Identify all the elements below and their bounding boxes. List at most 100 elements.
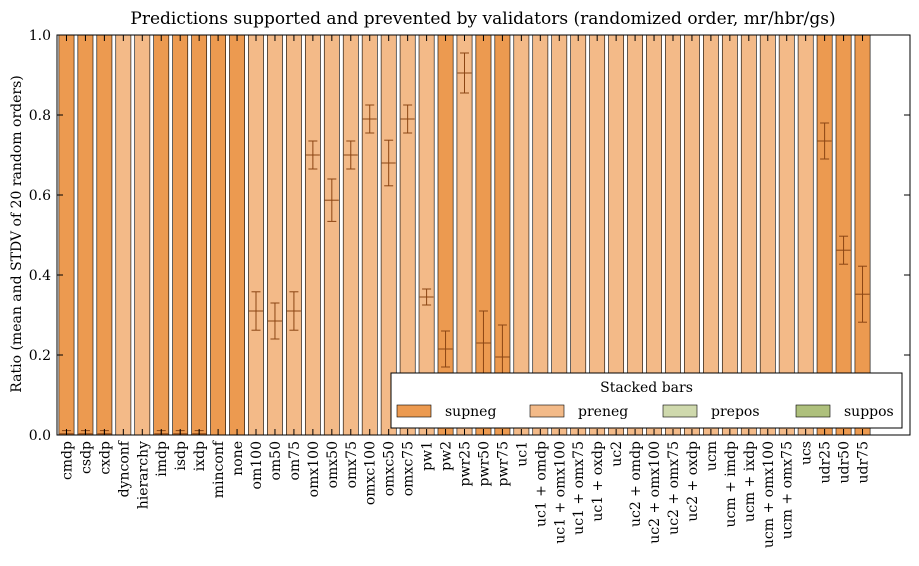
x-tick-label: omxc75 — [401, 441, 417, 496]
x-tick-label: cxdp — [97, 441, 113, 475]
x-tick-label: udr75 — [856, 441, 872, 484]
y-axis-label: Ratio (mean and STDV of 20 random orders… — [9, 75, 25, 392]
y-tick-label: 1.0 — [29, 28, 51, 44]
x-tick-label: csdp — [78, 441, 94, 474]
legend-swatch — [795, 404, 831, 418]
bar-supneg-7 — [191, 34, 208, 436]
x-tick-label: minconf — [211, 439, 227, 498]
error-bar-17 — [381, 139, 396, 187]
bar-preneg-4 — [134, 34, 151, 436]
bars-layer — [58, 34, 871, 436]
x-tick-label: om75 — [287, 441, 303, 481]
x-tick-label: none — [230, 441, 246, 476]
x-tick-label: omx75 — [344, 441, 360, 488]
x-tick-label: pwr75 — [495, 441, 511, 486]
axes-layer: 0.0 0.2 0.4 0.6 0.8 1.0 cmdp csdp cxdp dynconf hie… — [29, 28, 911, 548]
bar-preneg-16 — [361, 34, 378, 436]
y-tick-label: 0.4 — [29, 268, 51, 284]
bar-supneg-6 — [172, 34, 189, 436]
error-bar-42 — [855, 265, 870, 323]
legend-entry-prepos: prepos — [662, 404, 760, 420]
x-tick-label: dynconf — [116, 439, 132, 497]
error-bar-41 — [836, 235, 851, 265]
x-tick-label: isdp — [173, 441, 189, 471]
bar-preneg-14 — [323, 34, 340, 436]
legend-entry-suppos: suppos — [795, 404, 894, 420]
error-bar-21 — [457, 52, 472, 94]
legend-swatch — [662, 404, 698, 418]
x-tick-label: udr50 — [837, 441, 853, 484]
x-tick-label: pwr50 — [476, 441, 492, 486]
y-tick-label: 0.0 — [29, 428, 51, 444]
bar-supneg-9 — [229, 34, 245, 436]
x-tick-label: uc2 + omx100 — [647, 441, 663, 544]
x-tick-label: ucm + omx100 — [761, 441, 777, 548]
x-tick-label: uc1 — [514, 441, 530, 467]
error-bar-15 — [343, 140, 358, 170]
x-tick-label: hierarchy — [135, 441, 151, 509]
bar-preneg-11 — [267, 34, 283, 436]
x-tick-label: uc2 + omx75 — [666, 441, 682, 535]
bar-supneg-0 — [58, 34, 75, 436]
bar-supneg-5 — [153, 34, 170, 436]
bar-supneg-2 — [96, 34, 113, 436]
legend-swatch — [396, 404, 432, 418]
x-tick-label: udr25 — [818, 441, 834, 484]
error-bar-10 — [249, 291, 264, 331]
x-tick-label: omxc50 — [382, 441, 398, 496]
x-tick-label: imdp — [154, 441, 170, 477]
legend-title: Stacked bars — [600, 380, 693, 396]
x-tick-label: uc2 + oxdp — [685, 441, 701, 522]
error-bar-40 — [817, 122, 832, 160]
error-bar-12 — [286, 291, 301, 331]
x-tick-label: omx50 — [325, 441, 341, 488]
error-bar-14 — [324, 178, 339, 222]
x-tick-label: uc1 + oxdp — [590, 441, 606, 522]
legend-label: suppos — [844, 404, 894, 420]
y-tick-label: 0.6 — [29, 188, 51, 204]
error-bar-13 — [305, 140, 320, 170]
x-tick-label: ucs — [799, 441, 815, 465]
x-tick-label: uc2 + omdp — [628, 441, 644, 527]
x-tick-label: cmdp — [59, 441, 75, 480]
bar-preneg-12 — [286, 34, 302, 436]
legend-entry-supneg: supneg — [396, 404, 496, 420]
bar-supneg-8 — [210, 34, 226, 436]
legend: Stacked bars supneg preneg prepos suppos — [390, 372, 903, 429]
legend-label: prepos — [711, 404, 760, 420]
x-tick-label: pw2 — [439, 441, 455, 471]
legend-entry-preneg: preneg — [529, 404, 628, 420]
bar-preneg-13 — [304, 34, 321, 436]
x-tick-label: uc1 + omx75 — [571, 441, 587, 535]
legend-label: preneg — [578, 404, 628, 420]
x-tick-label: uc1 + omx100 — [552, 441, 568, 544]
x-tick-label: ucm + omx75 — [780, 441, 796, 539]
x-tick-label: omxc100 — [363, 441, 379, 505]
error-bar-20 — [438, 330, 453, 368]
x-tick-label: pw1 — [420, 441, 436, 471]
x-tick-label: om100 — [249, 441, 265, 489]
error-bar-16 — [362, 104, 377, 134]
chart-title: Predictions supported and prevented by v… — [130, 9, 835, 29]
x-tick-label: ucm — [704, 441, 720, 471]
bar-preneg-3 — [115, 34, 132, 436]
x-tick-label: ucm + imdp — [723, 441, 739, 527]
x-tick-label: pwr25 — [458, 441, 474, 486]
legend-swatch — [529, 404, 565, 418]
bar-preneg-15 — [342, 34, 359, 436]
x-tick-label: om50 — [268, 441, 284, 481]
x-tick-label: omx100 — [306, 441, 322, 497]
legend-box — [390, 372, 903, 429]
bar-supneg-1 — [77, 34, 94, 436]
error-bar-19 — [419, 288, 434, 306]
x-tick-label: uc1 + omdp — [533, 441, 549, 527]
legend-label: supneg — [445, 404, 496, 420]
y-tick-label: 0.2 — [29, 348, 51, 364]
x-tick-label: uc2 — [609, 441, 625, 467]
bar-preneg-10 — [248, 34, 264, 436]
x-tick-label: ucm + ixdp — [742, 441, 758, 522]
y-tick-label: 0.8 — [29, 108, 51, 124]
x-tick-label: ixdp — [192, 441, 208, 471]
